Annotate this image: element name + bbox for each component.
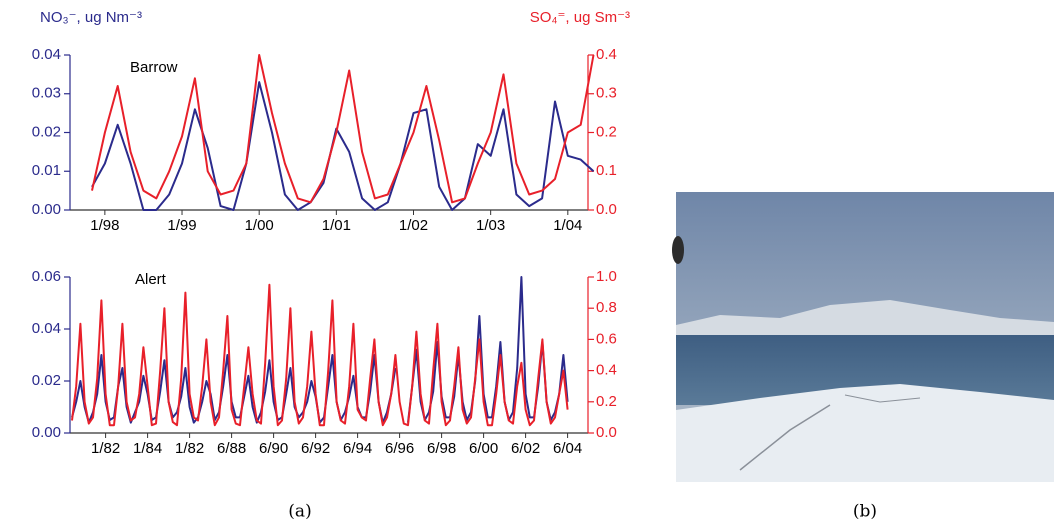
y-tick-label: 0.00 [32, 424, 61, 441]
x-tick-label: 1/01 [322, 217, 351, 234]
x-tick-label: 1/04 [553, 217, 582, 234]
series-line [91, 54, 595, 204]
photo [672, 192, 1054, 482]
x-tick-label: 1/99 [167, 217, 196, 234]
y2-tick-label: 1.0 [596, 268, 617, 285]
x-tick-label: 1/82 [175, 440, 204, 457]
y-axis-label: NO₃⁻, ug Nm⁻³ [40, 9, 142, 26]
y2-tick-label: 0.4 [596, 46, 617, 63]
caption: (b) [853, 502, 877, 522]
chart-title: Barrow [130, 59, 178, 76]
x-tick-label: 1/82 [91, 440, 120, 457]
chart-title: Alert [135, 271, 167, 288]
y-tick-label: 0.03 [32, 85, 61, 102]
x-tick-label: 6/00 [469, 440, 498, 457]
y-tick-label: 0.06 [32, 268, 61, 285]
y2-axis-label: SO₄⁼, ug Sm⁻³ [530, 9, 630, 26]
x-tick-label: 1/84 [133, 440, 162, 457]
y2-tick-label: 0.2 [596, 123, 617, 140]
x-tick-label: 6/90 [259, 440, 288, 457]
y2-tick-label: 0.8 [596, 299, 617, 316]
x-tick-label: 1/02 [399, 217, 428, 234]
y-tick-label: 0.02 [32, 123, 61, 140]
x-tick-label: 6/02 [511, 440, 540, 457]
y2-tick-label: 0.0 [596, 201, 617, 218]
y2-tick-label: 0.2 [596, 393, 617, 410]
series-line [71, 283, 569, 427]
y-tick-label: 0.00 [32, 201, 61, 218]
y2-tick-label: 0.3 [596, 85, 617, 102]
y2-tick-label: 0.1 [596, 162, 617, 179]
y-tick-label: 0.04 [32, 320, 61, 337]
y2-tick-label: 0.0 [596, 424, 617, 441]
y2-tick-label: 0.4 [596, 362, 617, 379]
y2-tick-label: 0.6 [596, 330, 617, 347]
x-tick-label: 1/00 [245, 217, 274, 234]
x-tick-label: 6/92 [301, 440, 330, 457]
x-tick-label: 1/03 [476, 217, 505, 234]
x-tick-label: 6/94 [343, 440, 372, 457]
x-tick-label: 6/96 [385, 440, 414, 457]
x-tick-label: 6/98 [427, 440, 456, 457]
series-line [91, 81, 595, 211]
x-tick-label: 1/98 [90, 217, 119, 234]
x-tick-label: 6/88 [217, 440, 246, 457]
caption: (a) [288, 502, 311, 522]
y-tick-label: 0.04 [32, 46, 61, 63]
y-tick-label: 0.01 [32, 162, 61, 179]
x-tick-label: 6/04 [553, 440, 582, 457]
y-tick-label: 0.02 [32, 372, 61, 389]
series-line [71, 276, 569, 424]
